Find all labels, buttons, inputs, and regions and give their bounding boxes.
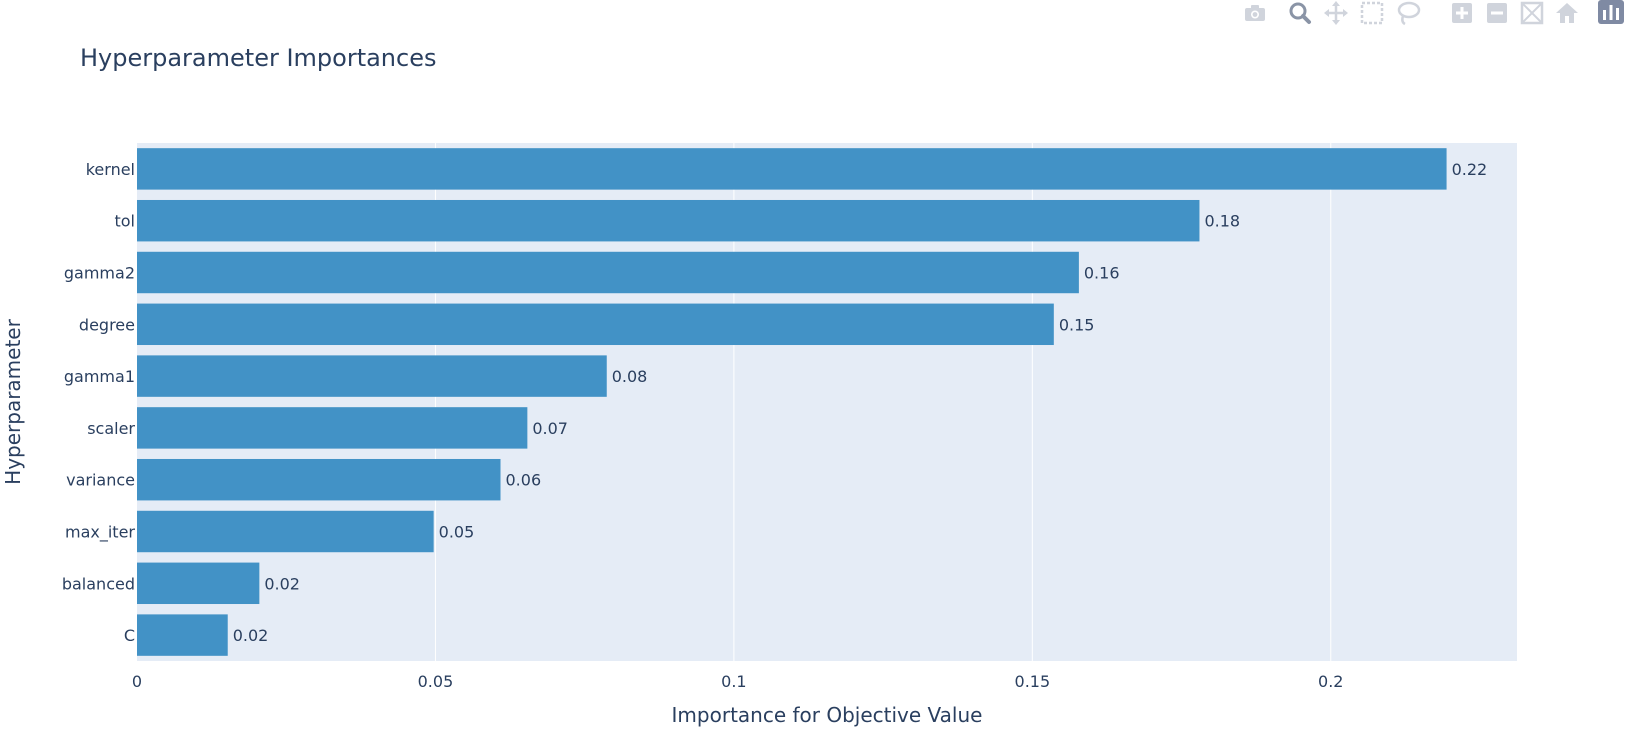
bar-degree[interactable] (137, 303, 1054, 346)
y-axis-title: Hyperparameter (1, 318, 25, 484)
x-tick-label: 0.15 (1015, 672, 1051, 691)
modebar (1240, 0, 1626, 26)
bar-variance[interactable] (137, 458, 501, 501)
bars (137, 148, 1447, 656)
lasso-select-icon[interactable] (1393, 0, 1423, 26)
zoom-in-icon[interactable] (1447, 0, 1477, 26)
x-tick-label: 0.2 (1318, 672, 1343, 691)
y-tick-label: C (124, 626, 135, 645)
y-tick-label: max_iter (65, 523, 135, 543)
bar-gamma2[interactable] (137, 251, 1079, 294)
bar-value-label: 0.15 (1059, 315, 1095, 334)
x-tick-label: 0.05 (418, 672, 454, 691)
bar-max_iter[interactable] (137, 510, 434, 553)
bar-value-label: 0.08 (612, 367, 648, 386)
y-tick-label: scaler (87, 419, 135, 438)
y-tick-label: kernel (86, 160, 135, 179)
zoom-out-icon[interactable] (1482, 0, 1512, 26)
bar-scaler[interactable] (137, 407, 528, 449)
bar-balanced[interactable] (137, 562, 260, 605)
bar-value-labels: 0.02 0.02 0.05 0.06 0.07 0.08 0.15 0.16 0.18 0.22 (233, 160, 1487, 645)
bar-value-label: 0.02 (264, 574, 300, 593)
zoom-icon[interactable] (1285, 0, 1315, 26)
y-tick-label: variance (66, 471, 135, 490)
chart-title: Hyperparameter Importances (80, 44, 436, 72)
bar-tol[interactable] (137, 199, 1200, 242)
plotly-logo-icon[interactable] (1596, 0, 1626, 26)
x-axis-tick-labels: 0 0.05 0.1 0.15 0.2 (132, 672, 1344, 691)
autoscale-icon[interactable] (1517, 0, 1547, 26)
y-tick-label: tol (114, 212, 135, 231)
x-axis-title: Importance for Objective Value (672, 703, 983, 727)
bar-C[interactable] (137, 614, 228, 656)
y-tick-label: gamma2 (64, 264, 135, 283)
pan-icon[interactable] (1321, 0, 1351, 26)
bar-value-label: 0.22 (1452, 160, 1488, 179)
camera-icon[interactable] (1240, 0, 1270, 26)
y-tick-label: degree (79, 315, 135, 334)
bar-value-label: 0.07 (532, 419, 568, 438)
bar-value-label: 0.18 (1204, 212, 1240, 231)
reset-axes-icon[interactable] (1552, 0, 1582, 26)
y-tick-label: balanced (62, 574, 135, 593)
x-tick-label: 0.1 (721, 672, 746, 691)
bar-value-label: 0.05 (439, 523, 475, 542)
x-tick-label: 0 (132, 672, 142, 691)
box-select-icon[interactable] (1357, 0, 1387, 26)
y-tick-label: gamma1 (64, 367, 135, 386)
bar-gamma1[interactable] (137, 355, 607, 397)
bar-value-label: 0.16 (1084, 264, 1120, 283)
bar-value-label: 0.06 (506, 471, 542, 490)
bar-kernel[interactable] (137, 148, 1447, 190)
bar-value-label: 0.02 (233, 626, 269, 645)
